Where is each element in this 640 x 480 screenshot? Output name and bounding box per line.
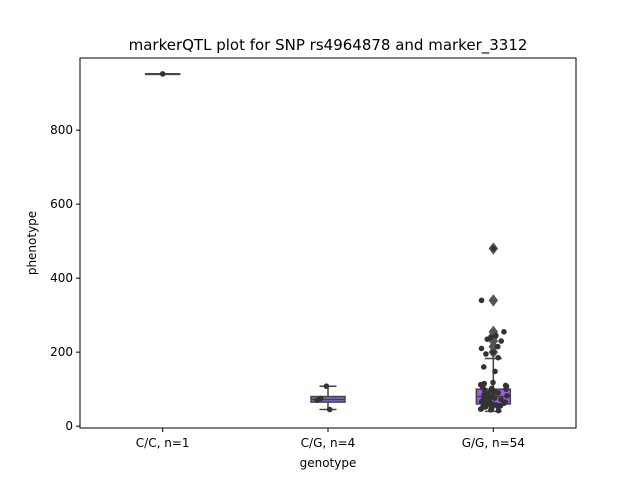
x-tick-label: C/C, n=1 — [136, 436, 190, 450]
data-point — [326, 406, 333, 413]
data-point — [495, 354, 501, 361]
y-tick-label: 0 — [65, 419, 73, 433]
data-point — [503, 386, 509, 392]
data-point — [478, 297, 485, 304]
x-axis-label: genotype — [300, 456, 357, 470]
plot-frame — [79, 57, 577, 429]
x-tick-label: G/G, n=54 — [462, 436, 525, 450]
data-point — [159, 71, 166, 77]
strip-3 — [477, 245, 510, 414]
box-2 — [310, 385, 346, 411]
plot-area — [144, 71, 512, 414]
y-axis-label: phenotype — [25, 211, 39, 275]
outlier-marker — [488, 294, 499, 307]
data-point — [488, 407, 494, 413]
y-tick-label: 600 — [50, 197, 73, 211]
data-point — [501, 329, 507, 335]
strip-1 — [159, 71, 166, 77]
chart-title: markerQTL plot for SNP rs4964878 and mar… — [129, 36, 528, 55]
data-point — [480, 364, 487, 370]
x-axis: C/C, n=1 C/G, n=4 G/G, n=54 — [136, 428, 525, 450]
y-tick-label: 200 — [50, 345, 73, 359]
data-point — [478, 398, 485, 405]
data-point — [491, 395, 498, 401]
data-point — [490, 245, 497, 252]
data-point — [483, 351, 489, 357]
data-point — [492, 368, 498, 375]
data-point — [493, 332, 499, 339]
data-point — [495, 390, 501, 396]
data-point — [504, 393, 510, 399]
data-point — [494, 343, 501, 350]
data-point — [498, 396, 504, 403]
data-point — [323, 383, 330, 389]
y-axis: 0 200 400 600 800 — [50, 123, 80, 433]
data-point — [490, 349, 497, 355]
data-point — [494, 403, 501, 409]
data-point — [495, 407, 502, 414]
data-point — [490, 379, 496, 386]
y-tick-label: 400 — [50, 271, 73, 285]
data-point — [484, 336, 491, 343]
data-point — [477, 406, 484, 412]
data-point — [498, 338, 505, 344]
data-point — [478, 345, 485, 352]
strip-2 — [314, 383, 333, 413]
data-point — [318, 395, 324, 402]
x-tick-label: C/G, n=4 — [301, 436, 356, 450]
y-tick-label: 800 — [50, 123, 73, 137]
